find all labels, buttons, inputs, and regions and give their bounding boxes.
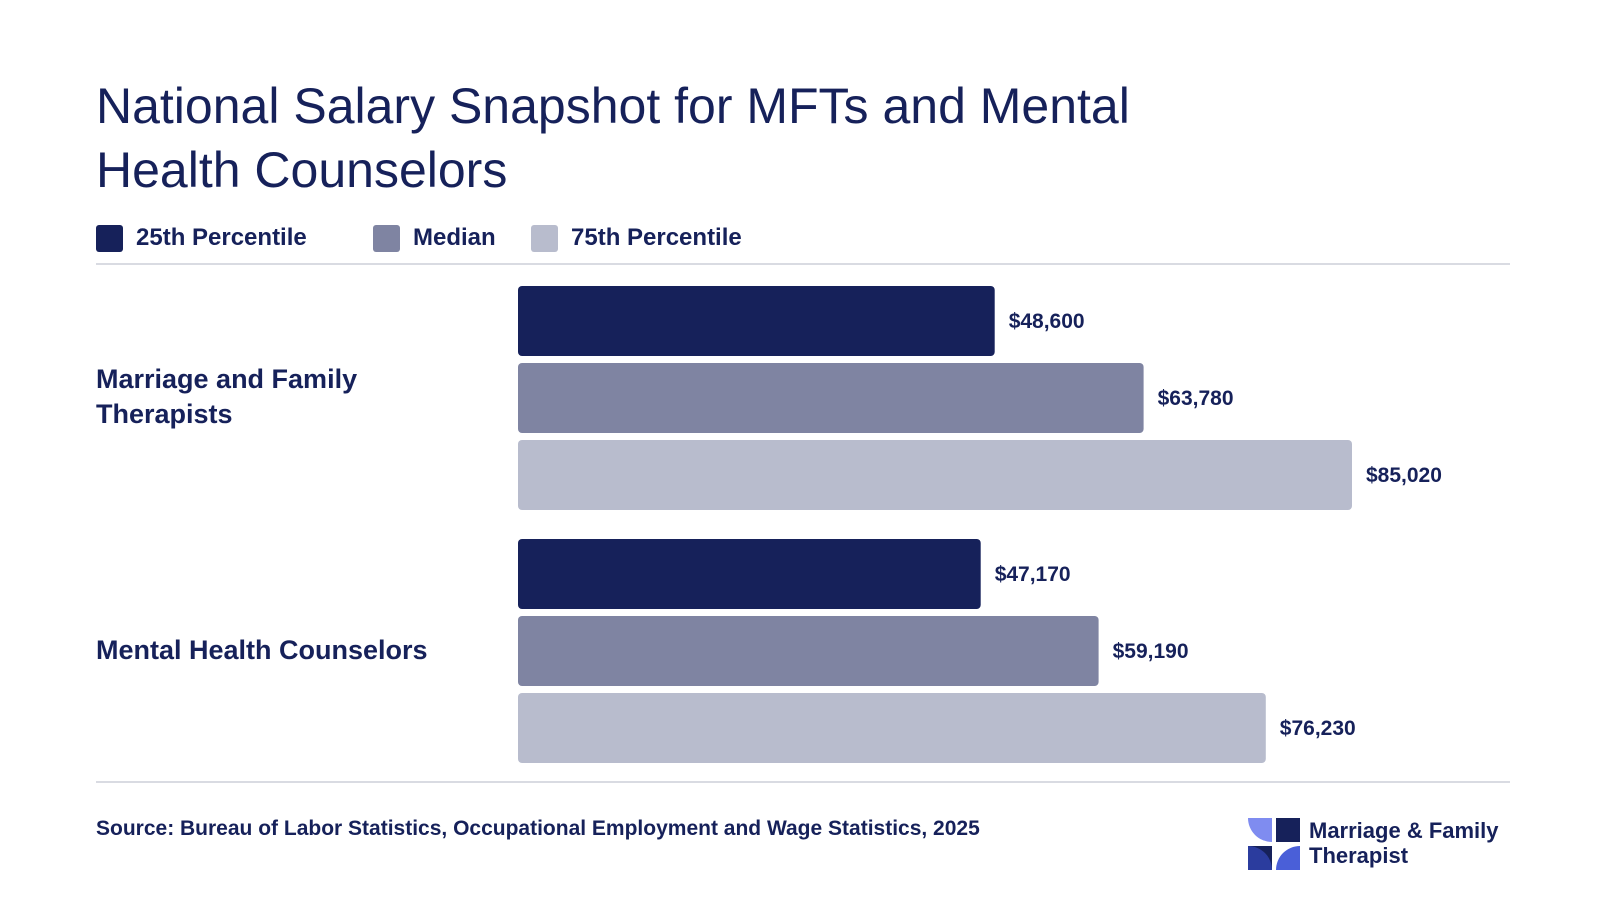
bar-mental-health-counselors-25th-percentile — [518, 539, 981, 609]
bar-marriage-and-family-therapists-median — [518, 363, 1144, 433]
logo-line-1: Marriage & Family — [1309, 818, 1499, 843]
bottom-divider — [96, 781, 1510, 783]
brand-logo: Marriage & Family Therapist — [1248, 818, 1518, 872]
legend-label-75th-percentile: 75th Percentile — [571, 224, 742, 251]
category-label-mental-health-counselors: Mental Health Counselors — [96, 635, 428, 665]
bar-mental-health-counselors-75th-percentile — [518, 693, 1266, 763]
source-note: Source: Bureau of Labor Statistics, Occu… — [96, 817, 980, 840]
category-label-marriage-and-family-therapists: Marriage and Family Therapists — [96, 364, 358, 429]
data-label-mental-health-counselors-75th-percentile: $76,230 — [1280, 717, 1356, 740]
pinwheel-logo-icon — [1248, 818, 1300, 870]
legend-swatch-median — [373, 225, 400, 252]
bar-marriage-and-family-therapists-75th-percentile — [518, 440, 1352, 510]
data-label-mental-health-counselors-median: $59,190 — [1113, 640, 1189, 663]
legend-swatch-25th-percentile — [96, 225, 123, 252]
data-label-marriage-and-family-therapists-75th-percentile: $85,020 — [1366, 464, 1442, 487]
bar-mental-health-counselors-median — [518, 616, 1099, 686]
legend-label-25th-percentile: 25th Percentile — [136, 224, 307, 251]
top-divider — [96, 263, 1510, 265]
data-label-mental-health-counselors-25th-percentile: $47,170 — [995, 563, 1071, 586]
data-label-marriage-and-family-therapists-25th-percentile: $48,600 — [1009, 310, 1085, 333]
logo-line-2: Therapist — [1309, 843, 1409, 868]
bar-marriage-and-family-therapists-25th-percentile — [518, 286, 995, 356]
legend-label-median: Median — [413, 224, 496, 251]
legend-swatch-75th-percentile — [531, 225, 558, 252]
chart-title: National Salary Snapshot for MFTs and Me… — [96, 78, 1130, 198]
logo-wordmark: Marriage & Family Therapist — [1309, 818, 1499, 868]
data-label-marriage-and-family-therapists-median: $63,780 — [1158, 387, 1234, 410]
